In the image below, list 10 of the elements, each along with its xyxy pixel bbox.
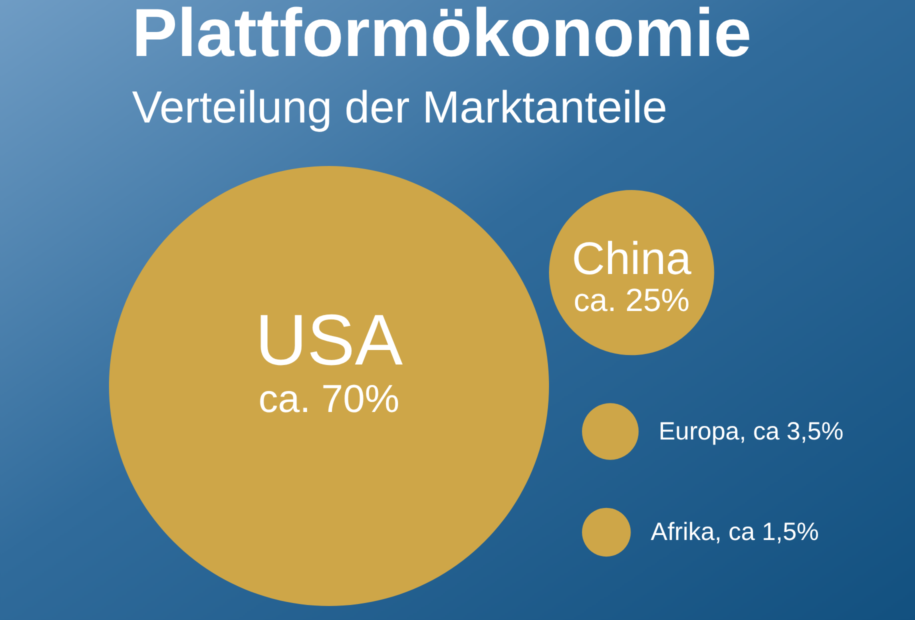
text: Verteilung der Marktanteile (132, 82, 668, 132)
category-label: USA (255, 300, 403, 381)
category-label: Europa (658, 418, 740, 446)
data-label: ca. 25% (574, 282, 690, 318)
category-label: China (572, 232, 692, 284)
data-label: , ca 1,5% (714, 518, 819, 546)
category-label: Afrika (650, 518, 715, 546)
data-label: ca. 70% (258, 378, 400, 422)
data-label: , ca 3,5% (739, 418, 844, 446)
text: Plattformökonomie (132, 0, 752, 71)
